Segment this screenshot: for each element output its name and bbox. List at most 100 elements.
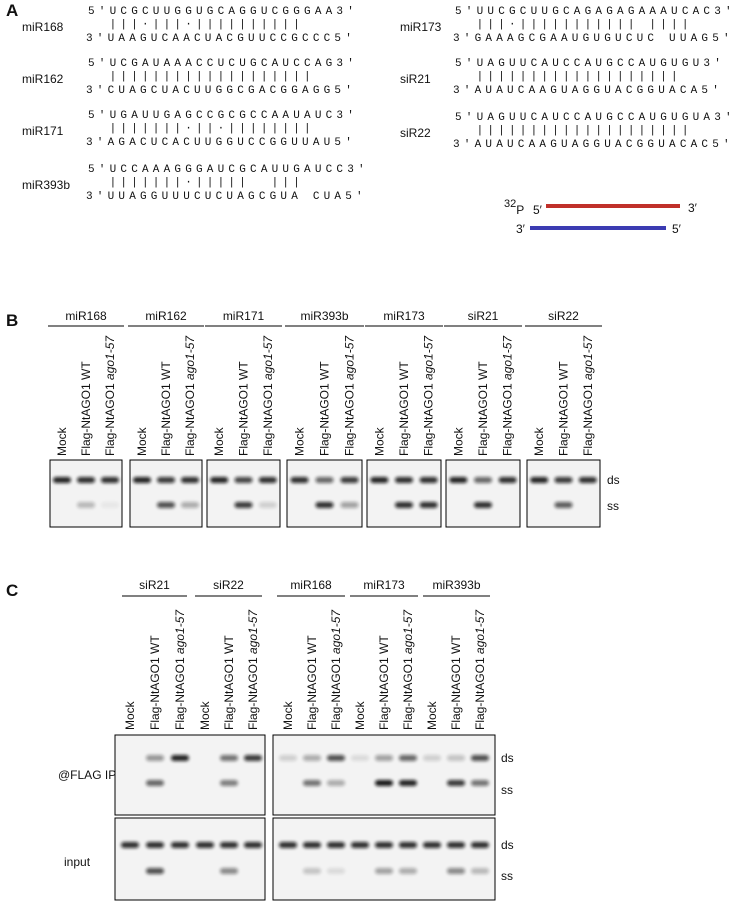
gel-band: [157, 477, 175, 483]
lane-label: Flag-NtAGO1 ago1-57: [581, 335, 595, 456]
group-label: siR22: [548, 309, 579, 323]
gel-band: [303, 755, 321, 761]
gel: [114, 817, 266, 901]
gel-band: [554, 477, 573, 483]
top-strand: 5'UCCAAAGGGAUCGCAUUGAUCC3': [88, 164, 369, 176]
gel-band: [133, 477, 151, 483]
lane-text: Mock: [293, 426, 307, 456]
lane-text: Flag-NtAGO1 WT: [305, 635, 319, 730]
gel-band: [53, 477, 71, 483]
lane-label: Flag-NtAGO1 WT: [148, 635, 162, 730]
prime-end: 3′: [688, 201, 698, 215]
gel-band: [474, 477, 492, 483]
top-strand: 5'UGAUUGAGCCGCGCCAAUAUC3': [88, 110, 358, 122]
lane-text: Flag-NtAGO1: [473, 654, 487, 730]
gel-band: [471, 755, 489, 761]
gel-band: [351, 842, 369, 848]
gel-band: [77, 502, 95, 508]
gel-band: [447, 842, 465, 848]
gel-band: [220, 780, 238, 786]
gel-band: [181, 502, 199, 508]
lane-label: Mock: [55, 426, 69, 456]
lane-text: Flag-NtAGO1: [329, 654, 343, 730]
row-label: input: [64, 855, 91, 869]
lane-label: Flag-NtAGO1 WT: [237, 361, 251, 456]
pairing: |||·|||·||||||||||: [88, 19, 304, 31]
bottom-strand: 3'AUAUCAAGUAGGUACGGUACA5': [453, 85, 723, 97]
gel-band: [121, 842, 139, 848]
lane-text: Flag-NtAGO1: [501, 380, 515, 456]
gel-band: [471, 842, 489, 848]
gel-band: [258, 477, 277, 483]
group-label: miR162: [145, 309, 187, 323]
lane-text: Mock: [281, 700, 295, 730]
gel-band: [375, 780, 393, 786]
gel-band: [375, 842, 393, 848]
gel-band: [303, 868, 321, 874]
lane-italic: ago1-57: [173, 609, 187, 654]
gel-band: [210, 477, 229, 483]
gel-band: [244, 842, 262, 848]
band-label: ds: [501, 751, 514, 765]
lane-text: Flag-NtAGO1: [401, 654, 415, 730]
gel-band: [327, 755, 345, 761]
lane-text: Flag-NtAGO1 WT: [476, 361, 490, 456]
lane-label: Flag-NtAGO1 WT: [159, 361, 173, 456]
lane-text: Mock: [123, 700, 137, 730]
pairing: |||·||||||||||| ||||: [455, 19, 693, 31]
gel-band: [146, 842, 164, 848]
element: P: [516, 203, 524, 217]
gel-band: [327, 868, 345, 874]
lane-text: Flag-NtAGO1: [261, 380, 275, 456]
lane-text: Mock: [135, 426, 149, 456]
gel-band: [498, 477, 517, 483]
lane-label: Flag-NtAGO1 WT: [318, 361, 332, 456]
gel-band: [234, 477, 253, 483]
top-strand: 5'UUCGCUUGCAGAGAGAAAUCAC3': [455, 6, 736, 18]
gel: [445, 459, 521, 528]
gel-band: [395, 502, 413, 508]
gel-band: [315, 502, 334, 508]
top-strand: 5'UAGUUCAUCCAUGCCAUGUGUA3': [455, 112, 736, 124]
lane-label: Flag-NtAGO1 ago1-57: [183, 335, 197, 456]
gel-band: [340, 502, 359, 508]
group-label: miR173: [383, 309, 425, 323]
gel-band: [290, 477, 309, 483]
lane-text: Mock: [425, 700, 439, 730]
gel-band: [279, 755, 297, 761]
lane-label: Mock: [281, 700, 295, 730]
gel-band: [171, 755, 189, 761]
gel-band: [315, 477, 334, 483]
lane-label: Flag-NtAGO1 ago1-57: [103, 335, 117, 456]
bottom-strand: 3'AGACUCACUUGGUCCGGUUAU5': [86, 137, 356, 149]
lane-label: Flag-NtAGO1 WT: [222, 635, 236, 730]
lane-italic: ago1-57: [329, 609, 343, 654]
lane-text: Mock: [451, 426, 465, 456]
gel-band: [474, 502, 492, 508]
lane-italic: ago1-57: [183, 335, 197, 380]
gel-band: [578, 477, 597, 483]
lane-label: Mock: [212, 426, 226, 456]
gel-band: [399, 780, 417, 786]
bottom-strand: 3'UAAGUCAACUACGUUCCGCCC5': [86, 33, 356, 45]
lane-italic: ago1-57: [581, 335, 595, 380]
bottom-strand: 3'CUAGCUACUUGGCGACGGAGG5': [86, 85, 356, 97]
lane-text: Flag-NtAGO1 WT: [557, 361, 571, 456]
top-strand: 5'UAGUUCAUCCAUGCCAUGUGU3': [455, 58, 725, 70]
lane-text: Mock: [372, 426, 386, 456]
prime-end: 3′: [516, 222, 526, 236]
lane-label: Flag-NtAGO1 WT: [377, 635, 391, 730]
group-label: miR393b: [432, 578, 480, 592]
panel-label: B: [6, 311, 18, 330]
gel-band: [146, 868, 164, 874]
gel-band: [530, 477, 549, 483]
gel-band: [196, 842, 214, 848]
gel-band: [146, 755, 164, 761]
duplex-name: miR173: [400, 20, 442, 34]
lane-text: Flag-NtAGO1: [183, 380, 197, 456]
lane-italic: ago1-57: [473, 609, 487, 654]
lane-italic: ago1-57: [103, 335, 117, 380]
lane-label: Flag-NtAGO1 ago1-57: [173, 609, 187, 730]
lane-italic: ago1-57: [261, 335, 275, 380]
lane-italic: ago1-57: [501, 335, 515, 380]
